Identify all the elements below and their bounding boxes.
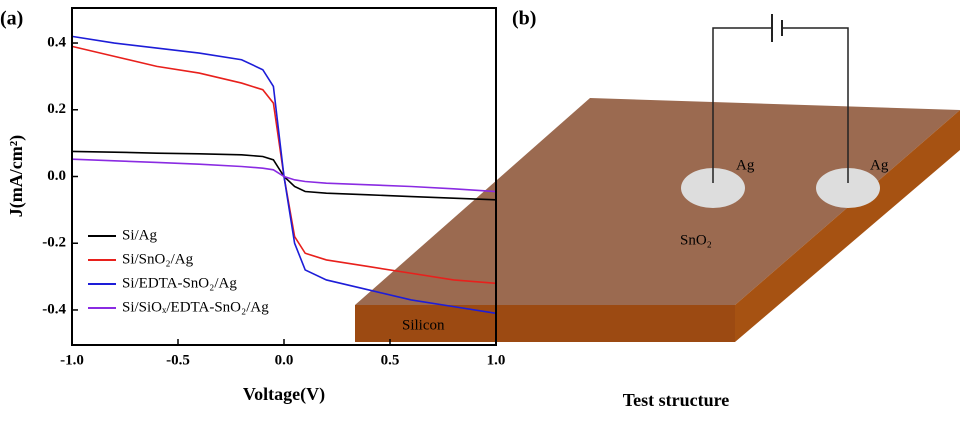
substrate-label: Silicon: [402, 317, 445, 333]
x-axis-label: Voltage(V): [243, 384, 325, 405]
x-tick-label: 0.0: [275, 352, 294, 368]
diagram: [355, 14, 960, 342]
legend-label: Si/SiOₓ/EDTA-SnO₂/Ag: [122, 299, 269, 315]
legend-label: Si/EDTA-SnO₂/Ag: [122, 275, 237, 291]
x-tick-label: -1.0: [60, 352, 84, 368]
x-tick-label: 0.5: [381, 352, 400, 368]
x-tick-label: 1.0: [487, 352, 506, 368]
y-tick-label: 0.0: [47, 168, 66, 184]
y-tick-label: -0.2: [42, 235, 66, 251]
legend-label: Si/SnO₂/Ag: [122, 251, 194, 267]
y-tick-label: -0.4: [42, 301, 66, 317]
y-tick-label: 0.2: [47, 101, 66, 117]
panel-label: (a): [0, 8, 23, 30]
layer-label: SnO₂: [680, 232, 712, 248]
electrode-label: Ag: [736, 157, 755, 173]
legend-label: Si/Ag: [122, 227, 158, 243]
figure: (a) Voltage(V) J(mA/cm²) (b) Ag Ag SnO₂ …: [0, 0, 966, 416]
y-tick-label: 0.4: [47, 34, 66, 50]
y-axis-label: J(mA/cm²): [6, 135, 27, 217]
x-tick-label: -0.5: [166, 352, 190, 368]
panel-label: (b): [512, 8, 536, 30]
electrode-label: Ag: [870, 157, 889, 173]
caption: Test structure: [623, 390, 730, 410]
